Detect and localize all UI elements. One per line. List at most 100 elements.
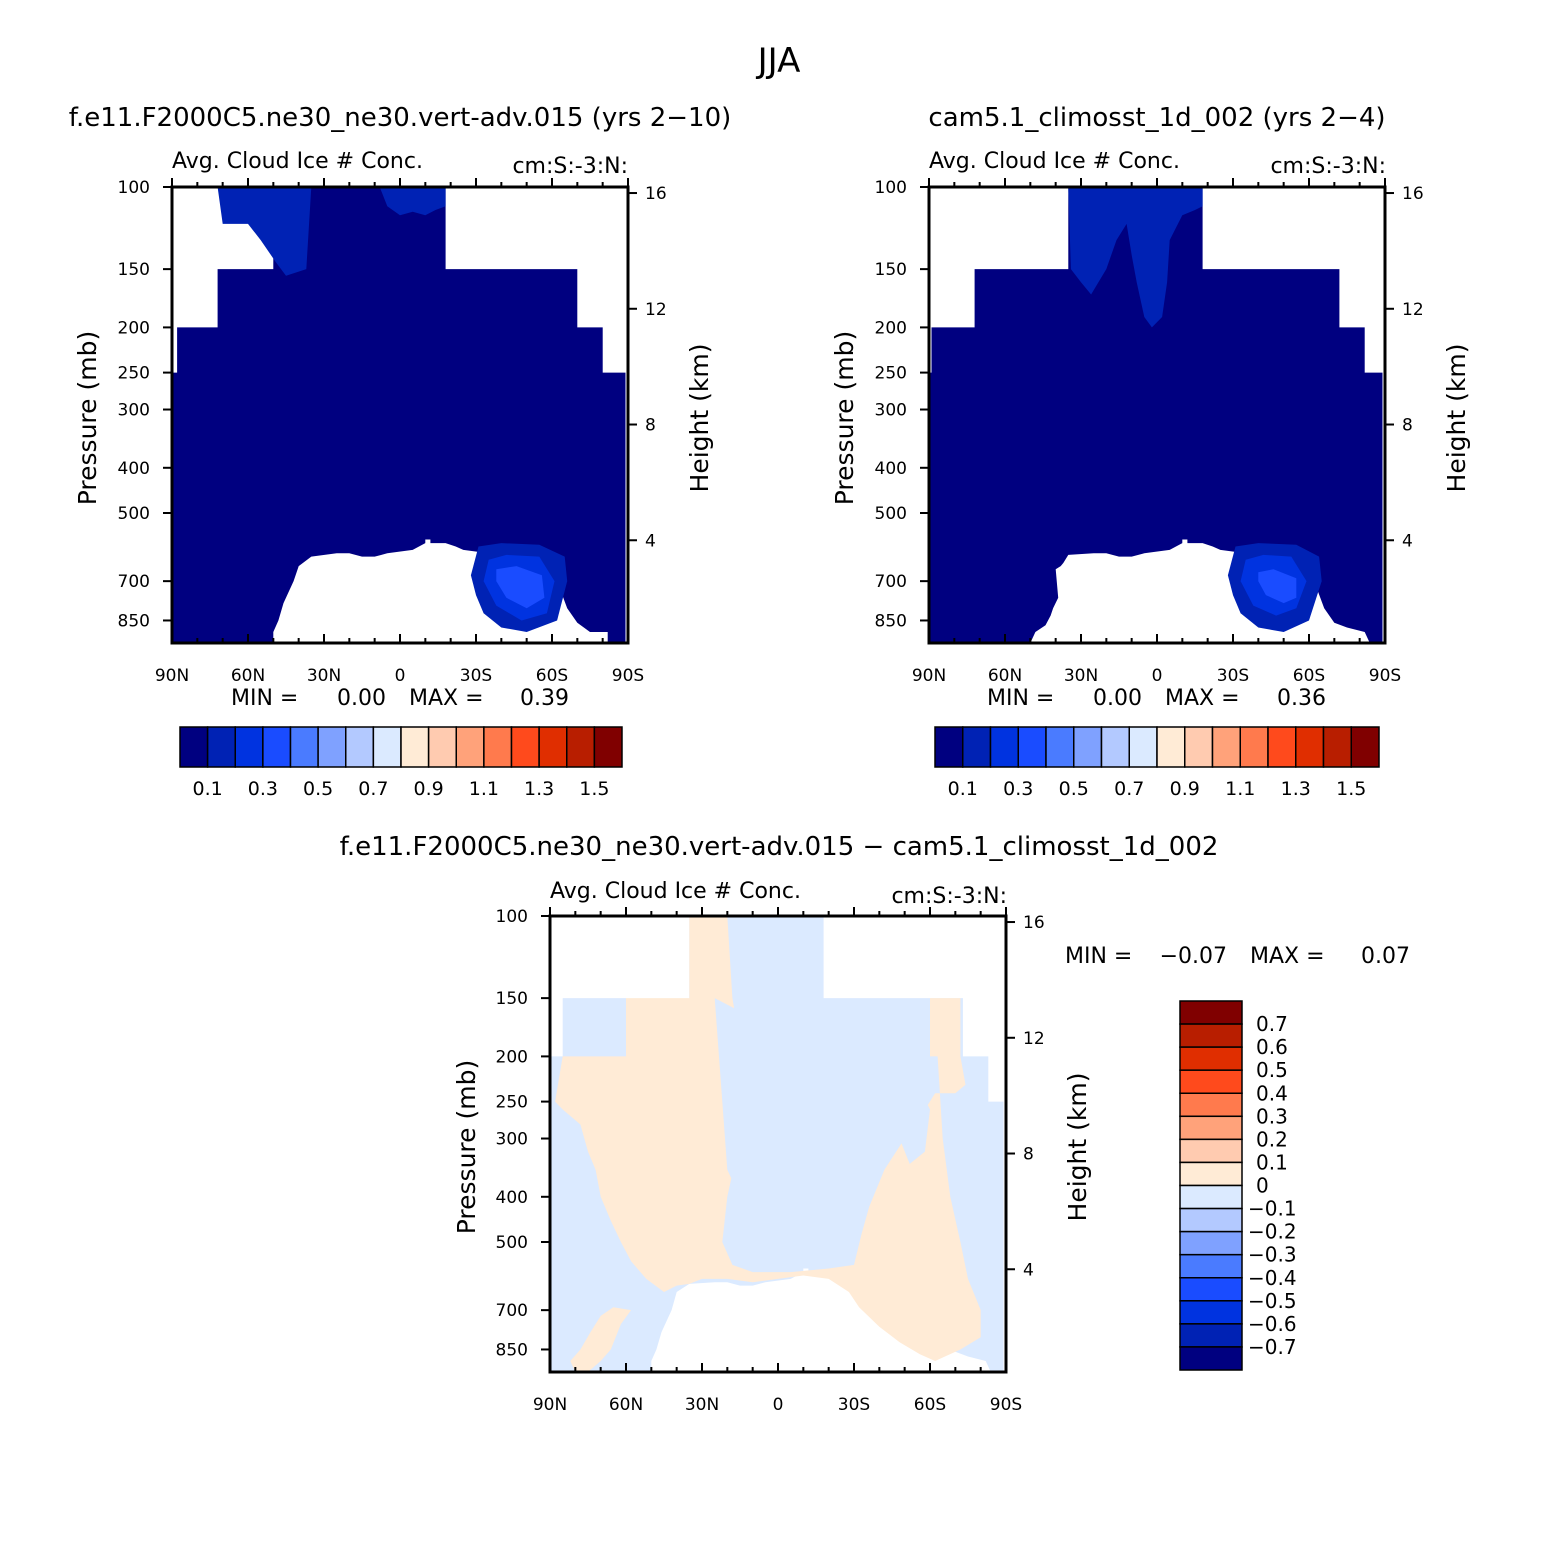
panel-c-height-tick-label: 16 (1023, 913, 1045, 933)
panel-b-colorbar-label: 1.5 (1336, 778, 1366, 800)
panel-b-colorbar-label: 0.1 (948, 778, 978, 800)
panel-c-colorbar-swatch (1179, 1046, 1243, 1071)
panel-a-colorbar-label: 0.9 (414, 778, 444, 800)
panel-b-y-tick-label: 100 (875, 178, 907, 198)
panel-b-x-tick-label: 60N (988, 666, 1022, 686)
panel-b-y-tick-label: 250 (875, 364, 907, 384)
panel-a-y-tick-label: 850 (118, 611, 150, 631)
panel-b-colorbar-swatch (934, 726, 964, 768)
panel-c-subtitle-right: cm:S:-3:N: (891, 884, 1007, 909)
panel-b-y-tick-label: 200 (875, 318, 907, 338)
panel-a-colorbar-swatch (372, 726, 402, 768)
panel-a-colorbar-swatch (538, 726, 568, 768)
panel-b-x-tick-label: 30N (1064, 666, 1098, 686)
panel-c-colorbar-swatch (1179, 1323, 1243, 1348)
panel-c-y-tick-label: 200 (496, 1047, 528, 1067)
panel-b-colorbar: 0.1 0.3 0.5 0.7 0.9 1.1 1.3 1.5 (934, 726, 1380, 800)
panel-c-min-label: MIN = (1065, 944, 1132, 969)
panel-a-x-tick-label: 30S (460, 666, 492, 686)
panel-c-y-tick-label: 400 (496, 1188, 528, 1208)
panel-c-subtitle-left: Avg. Cloud Ice # Conc. (550, 879, 801, 904)
panel-a-x-tick-label: 30N (307, 666, 341, 686)
panel-c-colorbar-swatch (1179, 1207, 1243, 1233)
panel-b-colorbar-label: 0.3 (1003, 778, 1033, 800)
panel-c-contour-region-1 (555, 916, 981, 1361)
panel-b-colorbar-swatch (1211, 726, 1241, 768)
panel-b-max-label: MAX = (1165, 686, 1240, 711)
panel-b-colorbar-swatch (962, 726, 992, 768)
panel-c-colorbar-label: 0 (1256, 1174, 1269, 1198)
panel-c-colorbar-label: −0.2 (1248, 1220, 1297, 1244)
panel-b-subtitle-left: Avg. Cloud Ice # Conc. (929, 149, 1180, 174)
panel-b-colorbar-swatch (1073, 726, 1103, 768)
panel-b-colorbar-swatch (1128, 726, 1158, 768)
panel-a-contour-fields (172, 187, 626, 643)
panel-c-colorbar-label: 0.4 (1256, 1081, 1288, 1105)
panel-b-title: cam5.1_climosst_1d_002 (yrs 2−4) (928, 103, 1385, 133)
panel-c-contour-region-4 (765, 1186, 824, 1265)
panel-b-colorbar-swatch (1295, 726, 1325, 768)
panel-c-colorbar-label: −0.1 (1248, 1197, 1297, 1221)
panel-b-contour-fields (929, 187, 1383, 643)
panel-a-colorbar-label: 0.1 (193, 778, 223, 800)
panel-c-field-layer (550, 916, 1004, 1372)
panel-a-x-tick-label: 60N (231, 666, 265, 686)
panel-b-x-tick-label: 90N (912, 666, 946, 686)
panel-a-right-axis-label: Height (km) (685, 344, 714, 493)
panel-a-colorbar-label: 0.3 (248, 778, 278, 800)
panel-b-colorbar-swatch (1322, 726, 1352, 768)
panel-a-colorbar-label: 1.5 (579, 778, 609, 800)
panel-c-x-tick-label: 90S (990, 1395, 1022, 1415)
panel-a-y-axis-label: Pressure (mb) (73, 331, 102, 505)
panel-b-colorbar-swatch (1239, 726, 1269, 768)
panel-b-y-tick-label: 850 (875, 611, 907, 631)
panel-c-height-tick-label: 8 (1023, 1145, 1034, 1165)
panel-a-y-tick-label: 200 (118, 318, 150, 338)
panel-c-title: f.e11.F2000C5.ne30_ne30.vert-adv.015 − c… (340, 832, 1219, 862)
panel-c-max-label: MAX = (1250, 944, 1325, 969)
panel-a-colorbar: 0.1 0.3 0.5 0.7 0.9 1.1 1.3 1.5 (179, 726, 623, 800)
panel-c-y-axis-label: Pressure (mb) (452, 1060, 481, 1234)
panel-a-max-value: 0.39 (520, 686, 569, 711)
panel-b-contour-region-4 (1068, 187, 1203, 328)
panel-b-height-tick-label: 12 (1402, 300, 1424, 320)
panel-b-x-tick-label: 30S (1217, 666, 1249, 686)
panel-a-max-label: MAX = (409, 686, 484, 711)
panel-c-colorbar-swatch (1179, 1346, 1243, 1371)
panel-a-colorbar-swatch (566, 726, 596, 768)
panel-b-colorbar-label: 1.1 (1225, 778, 1255, 800)
panel-c-x-tick-label: 60N (609, 1395, 643, 1415)
panel-c-colorbar-label: 0.7 (1256, 1012, 1288, 1036)
panel-a-subtitle-left: Avg. Cloud Ice # Conc. (172, 149, 423, 174)
panel-b-colorbar-swatch (1100, 726, 1130, 768)
panel-c-min-value: −0.07 (1160, 944, 1227, 969)
panel-c-colorbar-swatch (1179, 1184, 1243, 1210)
panel-a-colorbar-label: 0.7 (358, 778, 388, 800)
panel-c-y-tick-label: 150 (496, 989, 528, 1009)
panel-b-min-value: 0.00 (1093, 686, 1142, 711)
panel-b-y-tick-label: 700 (875, 572, 907, 592)
panel-c-y-tick-label: 500 (496, 1233, 528, 1253)
panel-c-y-tick-label: 850 (496, 1340, 528, 1360)
panel-c-colorbar-swatch (1179, 1023, 1243, 1048)
panel-b-y-axis-label: Pressure (mb) (830, 331, 859, 505)
panel-a-colorbar-swatch (593, 726, 623, 768)
panel-b-axes: 90N 60N 30N 0 30S 60S 90S 100 150 200 250 300 400 500… (875, 178, 1424, 686)
panel-b-colorbar-swatch (1045, 726, 1075, 768)
panel-c-colorbar-swatch (1179, 1115, 1243, 1141)
panel-a-field-layer (172, 187, 626, 643)
panel-c-colorbar-swatch (1179, 1230, 1243, 1256)
panel-c-colorbar-swatch (1179, 1161, 1243, 1187)
panel-c-colorbar: 0.70.60.50.40.30.20.10−0.1−0.2−0.3−0.4−0… (1179, 1000, 1297, 1371)
panel-a-contour-region-4 (217, 187, 312, 276)
panel-b-max-value: 0.36 (1277, 686, 1326, 711)
panel-a-colorbar-label: 1.1 (469, 778, 499, 800)
panel-a-y-tick-label: 400 (118, 459, 150, 479)
panel-c-max-value: 0.07 (1361, 944, 1410, 969)
panel-c-axes: 90N 60N 30N 0 30S 60S 90S 100 150 200 250 300 400 500… (496, 907, 1045, 1415)
panel-b-y-tick-label: 150 (875, 260, 907, 280)
panel-b-subtitle-right: cm:S:-3:N: (1270, 154, 1386, 179)
panel-b-colorbar-label: 1.3 (1281, 778, 1311, 800)
panel-c-colorbar-label: 0.6 (1256, 1035, 1288, 1059)
panel-c-y-tick-label: 300 (496, 1130, 528, 1150)
